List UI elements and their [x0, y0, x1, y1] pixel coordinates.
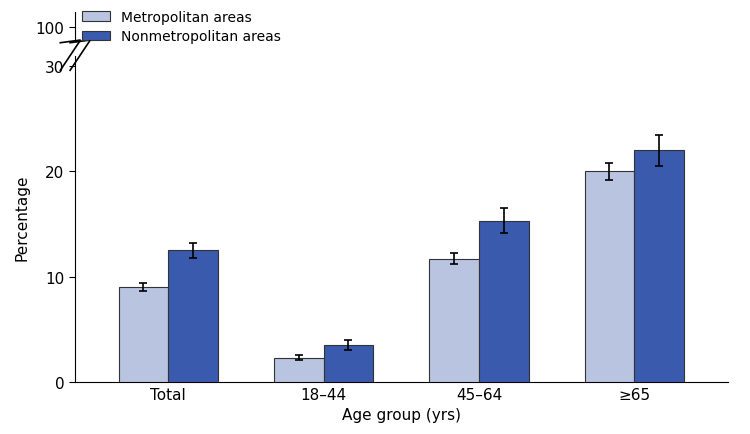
Bar [118, 287, 168, 382]
Bar [429, 259, 479, 382]
Bar [323, 345, 374, 382]
Bar [634, 151, 684, 382]
X-axis label: Age group (yrs): Age group (yrs) [342, 407, 460, 422]
Bar [479, 221, 529, 382]
Bar [274, 358, 323, 382]
Bar [584, 172, 634, 382]
Text: Percentage: Percentage [15, 174, 30, 260]
Legend: Metropolitan areas, Nonmetropolitan areas: Metropolitan areas, Nonmetropolitan area… [82, 11, 280, 44]
Bar [168, 251, 218, 382]
